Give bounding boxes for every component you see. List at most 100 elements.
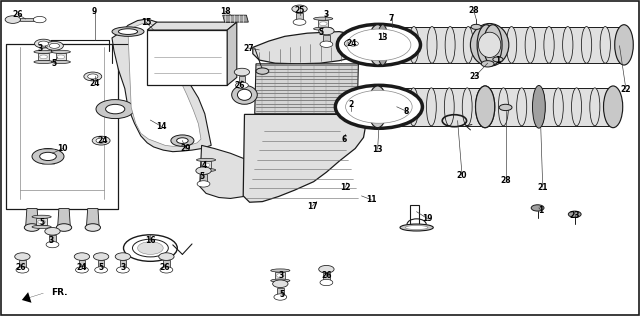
Circle shape xyxy=(319,265,334,273)
Circle shape xyxy=(33,16,46,23)
Ellipse shape xyxy=(51,50,70,53)
Polygon shape xyxy=(200,145,266,198)
Ellipse shape xyxy=(477,25,495,65)
Circle shape xyxy=(92,136,110,145)
Ellipse shape xyxy=(232,85,257,104)
Circle shape xyxy=(335,85,422,128)
Text: 21: 21 xyxy=(538,183,548,191)
Ellipse shape xyxy=(34,60,53,64)
Text: 3: 3 xyxy=(49,236,54,245)
Polygon shape xyxy=(36,218,47,225)
Polygon shape xyxy=(201,161,211,168)
Circle shape xyxy=(159,253,174,260)
Polygon shape xyxy=(253,32,362,64)
Text: 5: 5 xyxy=(279,290,284,299)
Ellipse shape xyxy=(553,88,563,126)
Circle shape xyxy=(337,24,420,65)
Ellipse shape xyxy=(480,88,490,126)
Text: 4: 4 xyxy=(202,161,207,170)
Polygon shape xyxy=(239,76,245,85)
Ellipse shape xyxy=(463,27,473,63)
Circle shape xyxy=(32,149,64,164)
Polygon shape xyxy=(112,19,211,152)
Ellipse shape xyxy=(535,88,545,126)
Ellipse shape xyxy=(314,17,333,20)
Text: 1: 1 xyxy=(538,206,543,215)
Text: 20: 20 xyxy=(457,171,467,180)
Text: 5: 5 xyxy=(319,28,324,37)
Polygon shape xyxy=(223,15,248,22)
Text: 26: 26 xyxy=(235,82,245,90)
Ellipse shape xyxy=(372,27,383,63)
Ellipse shape xyxy=(600,27,611,63)
Text: 26: 26 xyxy=(160,263,170,271)
Ellipse shape xyxy=(615,25,634,65)
Text: 5: 5 xyxy=(39,218,44,227)
Circle shape xyxy=(171,135,194,146)
Polygon shape xyxy=(296,13,303,22)
Text: 26: 26 xyxy=(321,271,332,280)
Ellipse shape xyxy=(484,25,502,65)
Circle shape xyxy=(40,55,47,59)
Circle shape xyxy=(24,224,40,231)
Text: 12: 12 xyxy=(340,183,351,191)
Polygon shape xyxy=(86,209,99,228)
Circle shape xyxy=(234,68,250,76)
Text: 15: 15 xyxy=(141,18,151,27)
FancyArrowPatch shape xyxy=(22,292,44,303)
Ellipse shape xyxy=(476,86,495,128)
Ellipse shape xyxy=(368,86,387,128)
Text: 28: 28 xyxy=(468,6,479,15)
Polygon shape xyxy=(147,22,237,30)
Ellipse shape xyxy=(506,27,516,63)
Ellipse shape xyxy=(271,269,290,272)
Circle shape xyxy=(76,267,88,273)
Circle shape xyxy=(348,41,358,46)
Circle shape xyxy=(292,5,307,13)
Ellipse shape xyxy=(444,88,454,126)
Circle shape xyxy=(16,267,29,273)
Circle shape xyxy=(499,104,512,111)
Text: 16: 16 xyxy=(145,236,156,245)
Ellipse shape xyxy=(426,88,436,126)
Text: 24: 24 xyxy=(97,136,108,145)
Ellipse shape xyxy=(488,27,498,63)
Ellipse shape xyxy=(563,27,573,63)
Text: 22: 22 xyxy=(621,85,631,94)
Text: 29: 29 xyxy=(180,144,191,153)
Ellipse shape xyxy=(572,88,582,126)
Ellipse shape xyxy=(532,85,545,128)
Ellipse shape xyxy=(390,88,401,126)
Ellipse shape xyxy=(196,158,216,161)
Text: 6: 6 xyxy=(342,135,347,144)
Text: 14: 14 xyxy=(156,122,166,131)
Polygon shape xyxy=(318,20,328,27)
Circle shape xyxy=(160,267,173,273)
Ellipse shape xyxy=(525,27,536,63)
Circle shape xyxy=(481,61,494,67)
Ellipse shape xyxy=(400,224,433,231)
Text: 3: 3 xyxy=(37,45,42,53)
Circle shape xyxy=(5,16,20,23)
Circle shape xyxy=(106,104,125,114)
Polygon shape xyxy=(163,260,170,270)
Text: 17: 17 xyxy=(307,202,317,210)
Text: 8: 8 xyxy=(404,107,409,116)
Text: 25: 25 xyxy=(294,6,305,15)
Polygon shape xyxy=(26,209,38,228)
Circle shape xyxy=(56,224,72,231)
Circle shape xyxy=(568,211,581,217)
Text: FR.: FR. xyxy=(51,288,68,297)
Polygon shape xyxy=(20,18,40,21)
Circle shape xyxy=(96,100,134,118)
Text: 23: 23 xyxy=(570,211,580,220)
Circle shape xyxy=(320,41,333,47)
Ellipse shape xyxy=(479,32,501,58)
Circle shape xyxy=(293,19,306,25)
Circle shape xyxy=(320,279,333,286)
Polygon shape xyxy=(378,27,486,63)
Polygon shape xyxy=(147,30,227,85)
Ellipse shape xyxy=(32,225,51,228)
Polygon shape xyxy=(493,27,624,63)
Polygon shape xyxy=(243,114,366,202)
